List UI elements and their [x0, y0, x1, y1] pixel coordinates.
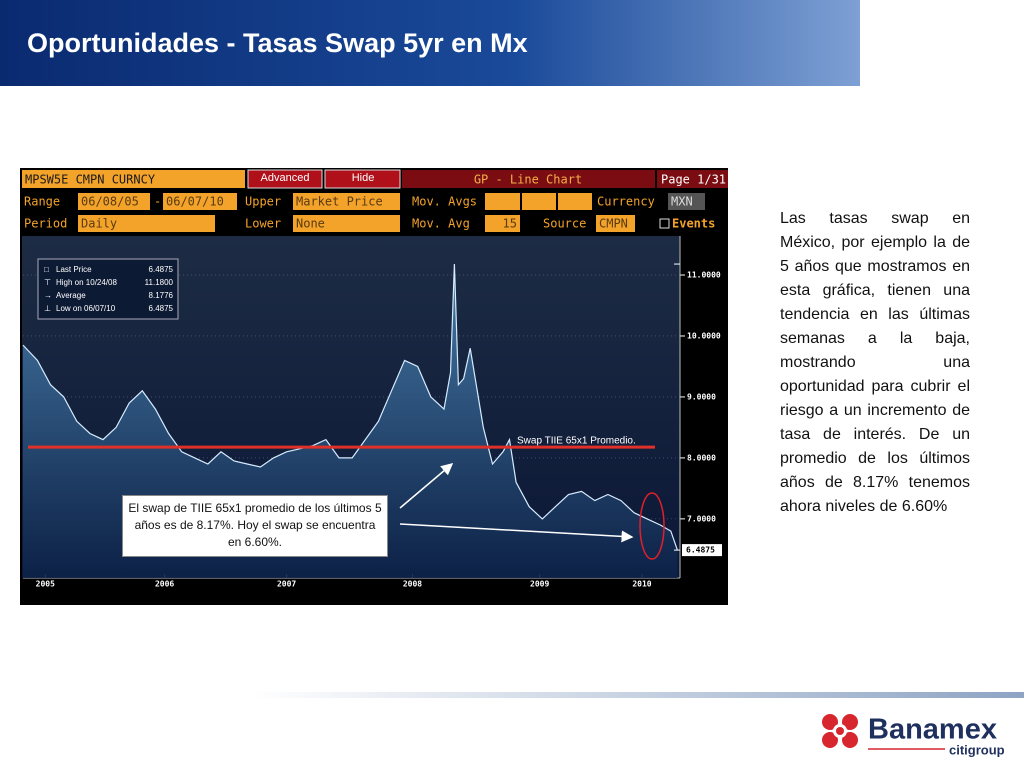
button-label: Advanced	[261, 172, 310, 184]
body-text: Las tasas swap en México, por ejemplo la…	[780, 210, 970, 515]
legend-label: High on 10/24/08	[56, 278, 117, 287]
logo-mark	[822, 714, 858, 748]
annotation: Swap TIIE 65x1 Promedio.	[517, 436, 636, 447]
events-label: Events	[672, 217, 715, 231]
input-value: 15	[503, 217, 517, 231]
input-value: Daily	[81, 217, 117, 231]
input-box[interactable]	[485, 215, 520, 232]
input-value: None	[296, 217, 325, 231]
legend-label: Last Price	[56, 265, 92, 274]
logo-name: Banamex	[868, 714, 997, 746]
legend-value: 11.1800	[145, 278, 174, 287]
x-tick-label: 2010	[632, 580, 651, 589]
highlight-ellipse	[639, 492, 665, 560]
x-tick-label: 2008	[403, 580, 422, 589]
last-price-label: 6.4875	[686, 546, 715, 555]
page-box	[657, 170, 728, 188]
last-price-flag	[682, 544, 722, 557]
legend-value: 6.4875	[149, 265, 174, 274]
input-box[interactable]	[163, 193, 237, 210]
arrow	[399, 523, 634, 543]
input-box[interactable]	[293, 193, 400, 210]
field-label: -	[154, 195, 161, 209]
input-box[interactable]	[522, 193, 556, 210]
input-box[interactable]	[596, 215, 635, 232]
button[interactable]	[324, 169, 401, 189]
y-tick-label: 11.0000	[687, 271, 721, 280]
footer-line	[250, 692, 1024, 698]
field-label: Mov. Avgs	[412, 195, 477, 209]
legend-glyph: →	[44, 291, 52, 300]
input-value: 06/07/10	[166, 195, 224, 209]
legend-label: Low on 06/07/10	[56, 304, 116, 313]
input-value: MXN	[671, 195, 693, 209]
input-box[interactable]	[78, 215, 215, 232]
input-value: Market Price	[296, 195, 383, 209]
x-tick-label: 2006	[155, 580, 174, 589]
field-label: Upper	[245, 195, 281, 209]
logo-sub: citigroup	[949, 742, 1005, 757]
screen-bar	[402, 170, 655, 188]
field-label: Currency	[597, 195, 655, 209]
field-label: Mov. Avg	[412, 217, 470, 231]
callout: El swap de TIIE 65x1 promedio de los últ…	[122, 495, 388, 557]
title-bar	[0, 0, 860, 86]
legend-label: Average	[56, 291, 86, 300]
field-label: Lower	[245, 217, 281, 231]
input-box[interactable]	[668, 193, 705, 210]
legend-glyph: ⊤	[44, 278, 51, 287]
y-tick-label: 7.0000	[687, 514, 716, 523]
legend-glyph: □	[44, 265, 49, 274]
legend-box	[37, 258, 179, 320]
legend-value: 6.4875	[149, 304, 174, 313]
legend-glyph: ⊥	[44, 304, 51, 313]
line-series	[22, 263, 678, 551]
input-box[interactable]	[293, 215, 400, 232]
x-tick-label: 2007	[277, 580, 296, 589]
field-label: Period	[24, 217, 67, 231]
field-label: Range	[24, 195, 60, 209]
field-label: Source	[543, 217, 586, 231]
legend-value: 8.1776	[149, 291, 174, 300]
arrow	[399, 463, 454, 509]
page-indicator: Page 1/31	[661, 173, 726, 187]
button-label: Hide	[352, 172, 375, 184]
input-box[interactable]	[78, 193, 150, 210]
ticker: MPSW5E CMPN CURNCY	[25, 173, 156, 187]
legend: □ Last Price 6.4875 ⊤ High on 10/24/08 11.180…	[44, 265, 174, 313]
y-tick-label: 9.0000	[687, 392, 716, 401]
input-box[interactable]	[485, 193, 520, 210]
slide-title: Oportunidades - Tasas Swap 5yr en Mx	[27, 28, 528, 58]
x-tick-label: 2005	[36, 580, 55, 589]
screen-name: GP - Line Chart	[474, 173, 582, 187]
y-tick-label: 8.0000	[687, 453, 716, 462]
checkbox[interactable]	[659, 218, 670, 229]
input-value: 06/08/05	[81, 195, 139, 209]
y-tick-label: 10.0000	[687, 331, 721, 340]
ticker-box	[22, 170, 245, 188]
input-box[interactable]	[558, 193, 592, 210]
x-tick-label: 2009	[530, 580, 549, 589]
input-value: CMPN	[599, 217, 628, 231]
button[interactable]	[247, 169, 323, 189]
